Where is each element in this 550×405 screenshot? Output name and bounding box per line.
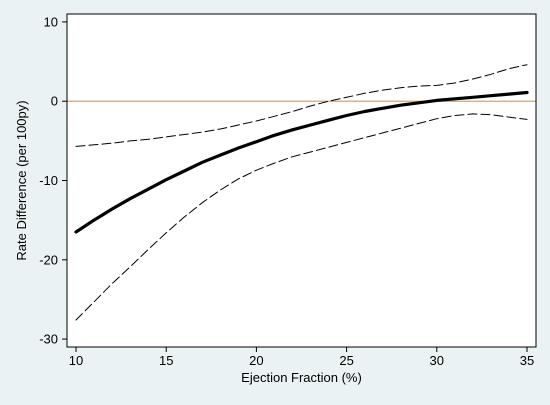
y-tick-label: 0 [51,94,58,109]
plot-area [67,14,536,347]
estimate-line [74,90,529,234]
y-axis-label: Rate Difference (per 100py) [14,100,29,260]
series-layer [74,64,529,321]
x-tick-label: 10 [69,353,83,368]
x-tick-label: 20 [249,353,263,368]
lower-ci-line [75,113,528,321]
x-axis-label: Ejection Fraction (%) [241,370,362,385]
y-tick-label: -10 [39,173,58,188]
upper-ci-line [75,64,528,147]
x-tick-label: 30 [430,353,444,368]
x-axis: 10 15 20 25 30 35 [69,347,534,368]
y-axis: -30 -20 -10 0 10 [39,14,67,347]
y-tick-label: 10 [44,14,58,29]
x-tick-label: 25 [339,353,353,368]
x-tick-label: 35 [520,353,534,368]
x-tick-label: 15 [159,353,173,368]
y-tick-label: -30 [39,332,58,347]
y-tick-label: -20 [39,252,58,267]
